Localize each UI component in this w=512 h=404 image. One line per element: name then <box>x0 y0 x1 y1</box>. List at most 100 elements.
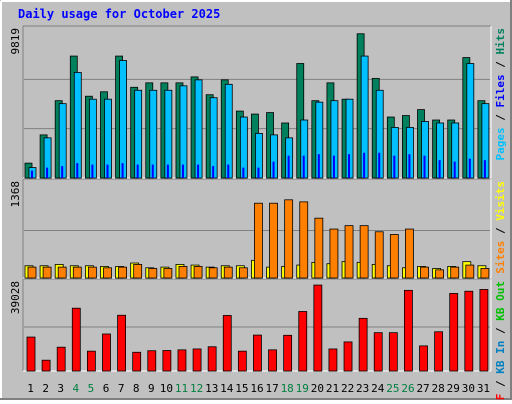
bar-sites-day-30 <box>465 264 475 279</box>
x-label-day-30: 30 <box>462 382 475 395</box>
bar-files-day-11 <box>181 164 184 178</box>
chart-panels <box>22 25 492 372</box>
x-label-day-3: 3 <box>57 382 64 395</box>
y-axis-labels: 9819 1368 39028 <box>9 28 22 314</box>
legend-separator: / <box>494 108 507 128</box>
bar-files-day-9 <box>151 164 154 178</box>
bar-kbytes-day-6 <box>102 333 111 372</box>
chart-title: Daily usage for October 2025 <box>18 7 220 21</box>
legend-item-hits: Hits <box>494 28 507 55</box>
legend-item-visits: Visits <box>494 181 507 221</box>
bar-kbytes-day-5 <box>86 350 96 372</box>
bar-files-day-12 <box>197 164 200 178</box>
bar-sites-day-19 <box>299 201 309 279</box>
legend-separator: / <box>494 55 507 75</box>
bar-sites-day-3 <box>57 266 67 279</box>
bar-pages-day-14 <box>224 83 233 179</box>
x-label-day-12: 12 <box>190 382 203 395</box>
x-label-day-5: 5 <box>88 382 95 395</box>
legend-separator: / <box>494 321 507 341</box>
x-label-day-7: 7 <box>118 382 125 395</box>
bar-files-day-25 <box>393 155 396 178</box>
legend-item-kb-out: KB Out <box>494 281 507 321</box>
bar-files-day-18 <box>287 155 290 178</box>
bar-files-day-31 <box>483 160 486 178</box>
bar-pages-day-4 <box>73 72 82 179</box>
bar-kbytes-day-29 <box>449 293 459 372</box>
bar-sites-day-4 <box>72 266 82 279</box>
bar-files-day-16 <box>257 167 260 178</box>
bar-kbytes-day-10 <box>162 350 172 372</box>
x-label-day-9: 9 <box>148 382 155 395</box>
bar-kbytes-day-24 <box>373 332 383 372</box>
bar-files-day-4 <box>76 163 79 178</box>
bar-files-day-23 <box>363 152 366 178</box>
bar-kbytes-day-11 <box>177 349 187 372</box>
bar-kbytes-day-23 <box>358 317 368 372</box>
bar-kbytes-day-7 <box>117 314 126 372</box>
x-axis-labels: 1 2 3 4 5 6 7 8 9 10 11 12 13 14 15 16 17 18 19 20 21 22 23 24 2… <box>27 382 490 395</box>
bar-files-day-27 <box>423 155 426 178</box>
legend-separator: / <box>494 374 507 394</box>
y-max-label-panel-1: 9819 <box>9 28 22 55</box>
bar-pages-day-11 <box>179 85 188 179</box>
legends: Pages / Files / Hits Sites / Visits KB F /… <box>494 28 507 404</box>
bar-sites-day-9 <box>148 268 158 279</box>
x-label-day-8: 8 <box>133 382 140 395</box>
bar-files-day-6 <box>106 164 109 178</box>
bar-files-day-29 <box>453 161 456 178</box>
bar-kbytes-day-19 <box>298 311 308 372</box>
bar-sites-day-22 <box>344 225 354 279</box>
y-max-label-panel-3: 39028 <box>9 281 22 314</box>
bar-files-day-3 <box>61 166 64 178</box>
x-label-day-4: 4 <box>73 382 80 395</box>
x-label-day-16: 16 <box>250 382 263 395</box>
legend-panel-3: KB F / KB In / KB Out <box>494 281 507 400</box>
legend-separator: / <box>494 221 507 241</box>
bar-sites-day-31 <box>480 268 490 279</box>
chart-bars <box>24 33 490 372</box>
x-label-day-15: 15 <box>235 382 248 395</box>
bar-files-day-28 <box>438 160 441 178</box>
legend-item-kb-f: KB F <box>494 394 507 400</box>
bar-kbytes-day-31 <box>479 289 489 372</box>
bar-kbytes-day-17 <box>268 349 277 372</box>
bar-sites-day-29 <box>450 266 460 279</box>
x-label-day-13: 13 <box>205 382 218 395</box>
bar-sites-day-5 <box>87 266 97 279</box>
x-label-day-19: 19 <box>296 382 309 395</box>
x-label-day-22: 22 <box>341 382 354 395</box>
legend-item-kb-in: KB In <box>494 341 507 374</box>
bar-sites-day-21 <box>329 228 339 279</box>
bar-kbytes-day-3 <box>56 346 66 372</box>
bar-sites-day-15 <box>238 267 248 279</box>
bar-kbytes-day-27 <box>419 345 428 372</box>
x-label-day-20: 20 <box>311 382 324 395</box>
bar-sites-day-7 <box>118 266 127 279</box>
x-label-day-11: 11 <box>175 382 188 395</box>
bar-kbytes-day-12 <box>192 348 202 372</box>
bar-kbytes-day-22 <box>343 341 353 372</box>
bar-sites-day-18 <box>284 199 294 279</box>
bar-files-day-8 <box>136 164 139 178</box>
bar-files-day-26 <box>408 154 411 178</box>
bar-sites-day-24 <box>374 231 384 279</box>
bar-files-day-24 <box>378 152 381 178</box>
x-label-day-24: 24 <box>371 382 385 395</box>
bar-kbytes-day-30 <box>464 290 474 372</box>
legend-panel-1: Pages / Files / Hits <box>494 28 507 161</box>
bar-kbytes-day-2 <box>41 359 51 372</box>
bar-kbytes-day-18 <box>283 334 293 372</box>
bar-files-day-30 <box>468 158 471 178</box>
bar-files-day-17 <box>272 161 275 178</box>
bar-sites-day-1 <box>27 266 37 279</box>
bar-files-day-14 <box>227 164 230 178</box>
bar-files-day-19 <box>302 155 305 178</box>
bar-kbytes-day-1 <box>26 336 36 372</box>
x-label-day-2: 2 <box>42 382 49 395</box>
y-max-label-panel-2: 1368 <box>9 181 22 208</box>
bar-sites-day-20 <box>314 217 324 279</box>
bar-sites-day-13 <box>208 267 218 279</box>
legend-item-files: Files <box>494 74 507 107</box>
